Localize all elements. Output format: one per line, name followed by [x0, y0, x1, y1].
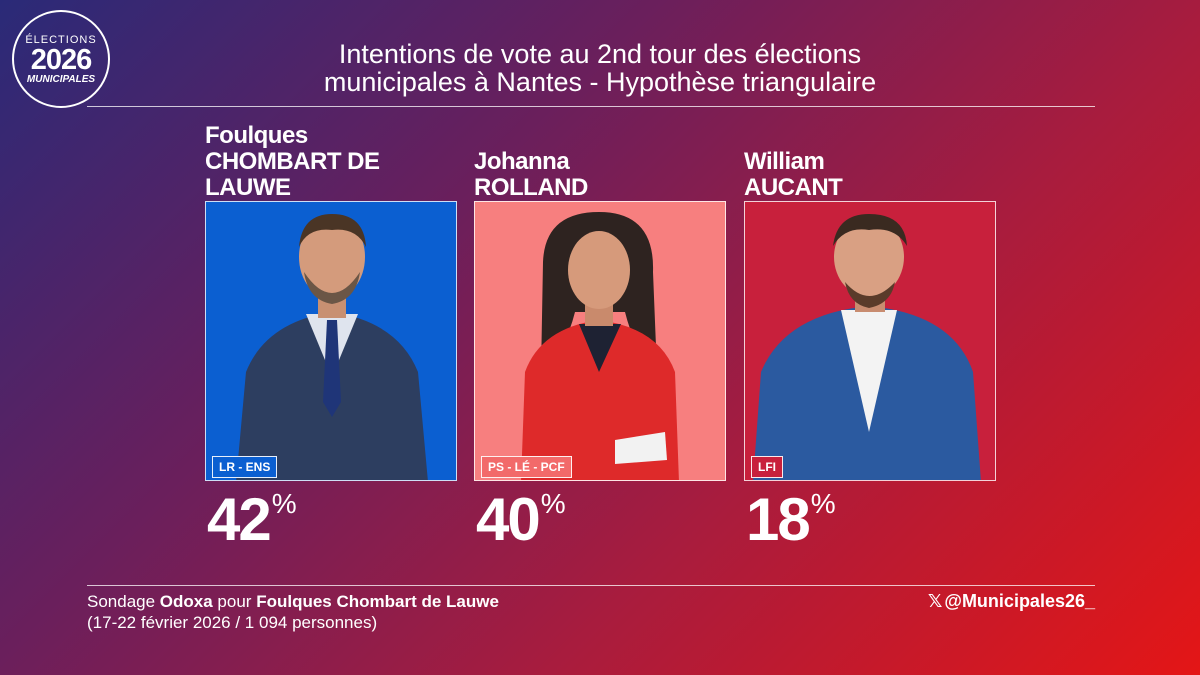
logo-line-3: MUNICIPALES	[26, 73, 96, 85]
candidate-photo: PS - LÉ - PCF	[474, 201, 726, 481]
logo-line-1: ÉLECTIONS	[25, 33, 97, 46]
elections-2026-logo: ÉLECTIONS 2026 MUNICIPALES	[12, 10, 110, 108]
candidate-portrait-icon	[753, 214, 981, 480]
percent-symbol: %	[271, 488, 297, 519]
party-badge: PS - LÉ - PCF	[481, 456, 572, 478]
candidate-portrait-icon	[236, 214, 428, 480]
candidate-percentage: 42 %	[207, 487, 297, 553]
top-divider	[87, 106, 1095, 107]
poll-details: (17-22 février 2026 / 1 094 personnes)	[87, 613, 378, 632]
title-line-2: municipales à Nantes - Hypothèse triangu…	[323, 67, 877, 97]
pollster-name: Odoxa	[159, 592, 213, 611]
social-handle[interactable]: 𝕏 @Municipales26_	[928, 591, 1095, 612]
handle-text: @Municipales26_	[944, 591, 1095, 611]
logo-year: 2026	[30, 43, 93, 76]
poll-source: Sondage Odoxa pour Foulques Chombart de …	[87, 591, 499, 633]
source-prefix: Sondage	[87, 592, 160, 611]
percent-symbol: %	[810, 488, 836, 519]
candidate-first-name: Johanna	[474, 148, 570, 175]
candidate-last-name: ROLLAND	[474, 174, 588, 201]
percent-symbol: %	[540, 488, 566, 519]
party-badge: LFI	[751, 456, 783, 478]
candidate-first-name: William	[744, 148, 825, 175]
candidate-percentage: 40 %	[476, 487, 566, 553]
candidate-name: William AUCANT	[744, 125, 996, 201]
candidate-card-1: Foulques CHOMBART DE LAUWE LR - ENS 42 %	[205, 122, 457, 553]
candidate-last-name: CHOMBART DE LAUWE	[205, 148, 380, 201]
candidate-card-2: Johanna ROLLAND PS - LÉ - PCF 40 %	[474, 125, 726, 553]
candidate-last-name: AUCANT	[744, 174, 843, 201]
candidate-first-name: Foulques	[205, 122, 308, 149]
source-middle: pour	[212, 592, 257, 611]
candidate-photo: LFI	[744, 201, 996, 481]
percentage-value: 18	[746, 486, 811, 553]
x-logo-icon: 𝕏	[927, 591, 943, 611]
candidate-photo: LR - ENS	[205, 201, 457, 481]
party-badge: LR - ENS	[212, 456, 278, 478]
sponsor-name: Foulques Chombart de Lauwe	[256, 592, 499, 611]
bottom-divider	[87, 585, 1095, 586]
title-line-1: Intentions de vote au 2nd tour des élect…	[338, 39, 862, 69]
poll-source-line: Sondage Odoxa pour Foulques Chombart de …	[87, 591, 499, 612]
page-title: Intentions de vote au 2nd tour des élect…	[230, 40, 970, 96]
candidate-name: Foulques CHOMBART DE LAUWE	[205, 122, 457, 201]
percentage-value: 42	[207, 486, 272, 553]
candidate-name: Johanna ROLLAND	[474, 125, 726, 201]
candidate-card-3: William AUCANT LFI 18 %	[744, 125, 996, 553]
percentage-value: 40	[476, 486, 541, 553]
candidate-portrait-icon	[521, 212, 679, 480]
candidate-percentage: 18 %	[746, 487, 836, 553]
